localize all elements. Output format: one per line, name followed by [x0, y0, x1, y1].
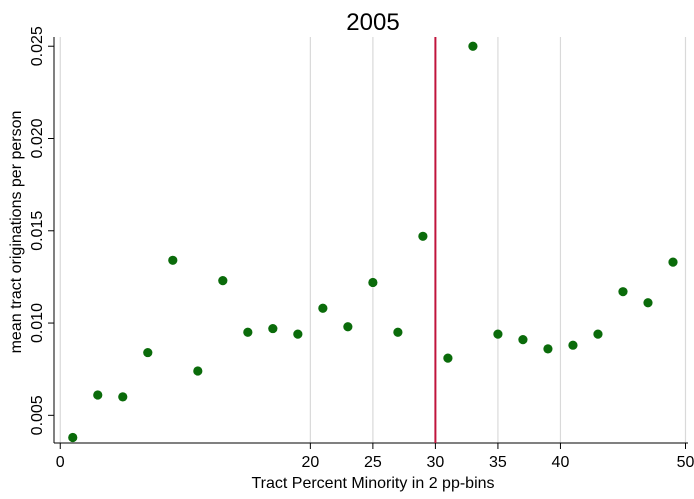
y-tick-label: 0.020	[29, 118, 46, 158]
x-axis-label: Tract Percent Minority in 2 pp-bins	[251, 475, 494, 492]
data-point	[443, 353, 453, 363]
x-tick-label: 25	[364, 454, 382, 471]
y-tick-label: 0.015	[29, 211, 46, 251]
data-point	[318, 303, 328, 313]
data-point	[593, 329, 603, 339]
data-point	[68, 432, 78, 443]
data-point	[343, 322, 353, 332]
x-tick-label: 35	[489, 454, 507, 471]
y-tick-label: 0.010	[29, 303, 46, 343]
x-tick-label: 30	[427, 454, 445, 471]
data-point	[143, 347, 153, 358]
plot-area	[54, 37, 688, 443]
data-point	[93, 390, 103, 400]
data-point	[518, 335, 528, 345]
x-tick-label: 20	[301, 454, 319, 471]
data-point	[493, 329, 503, 339]
y-tick-label: 0.005	[29, 395, 46, 435]
x-tick-label: 40	[552, 454, 570, 471]
data-point	[268, 323, 278, 334]
data-point	[618, 287, 628, 297]
data-point	[168, 255, 178, 265]
x-tick-label: 0	[56, 454, 65, 471]
data-point	[118, 392, 128, 402]
data-points	[68, 41, 678, 443]
data-point	[468, 41, 478, 51]
y-tick-label: 0.025	[29, 26, 46, 66]
data-point	[418, 231, 428, 241]
data-point	[643, 298, 653, 308]
data-point	[393, 327, 403, 337]
axes	[48, 37, 688, 449]
tick-labels: 0 20 25 30 35 40 50 0.005 0.010 0.015 0.020 0.025	[29, 26, 694, 471]
y-axis-label: mean tract originations per person	[8, 111, 25, 354]
gridlines	[59, 37, 687, 443]
chart-title: 2005	[346, 9, 399, 36]
data-point	[568, 340, 578, 350]
data-point	[543, 344, 553, 354]
x-tick-label: 50	[677, 454, 694, 471]
data-point	[293, 329, 303, 339]
data-point	[218, 276, 228, 286]
data-point	[193, 366, 203, 376]
data-point	[243, 327, 253, 337]
data-point	[368, 277, 378, 288]
data-point	[668, 257, 678, 267]
